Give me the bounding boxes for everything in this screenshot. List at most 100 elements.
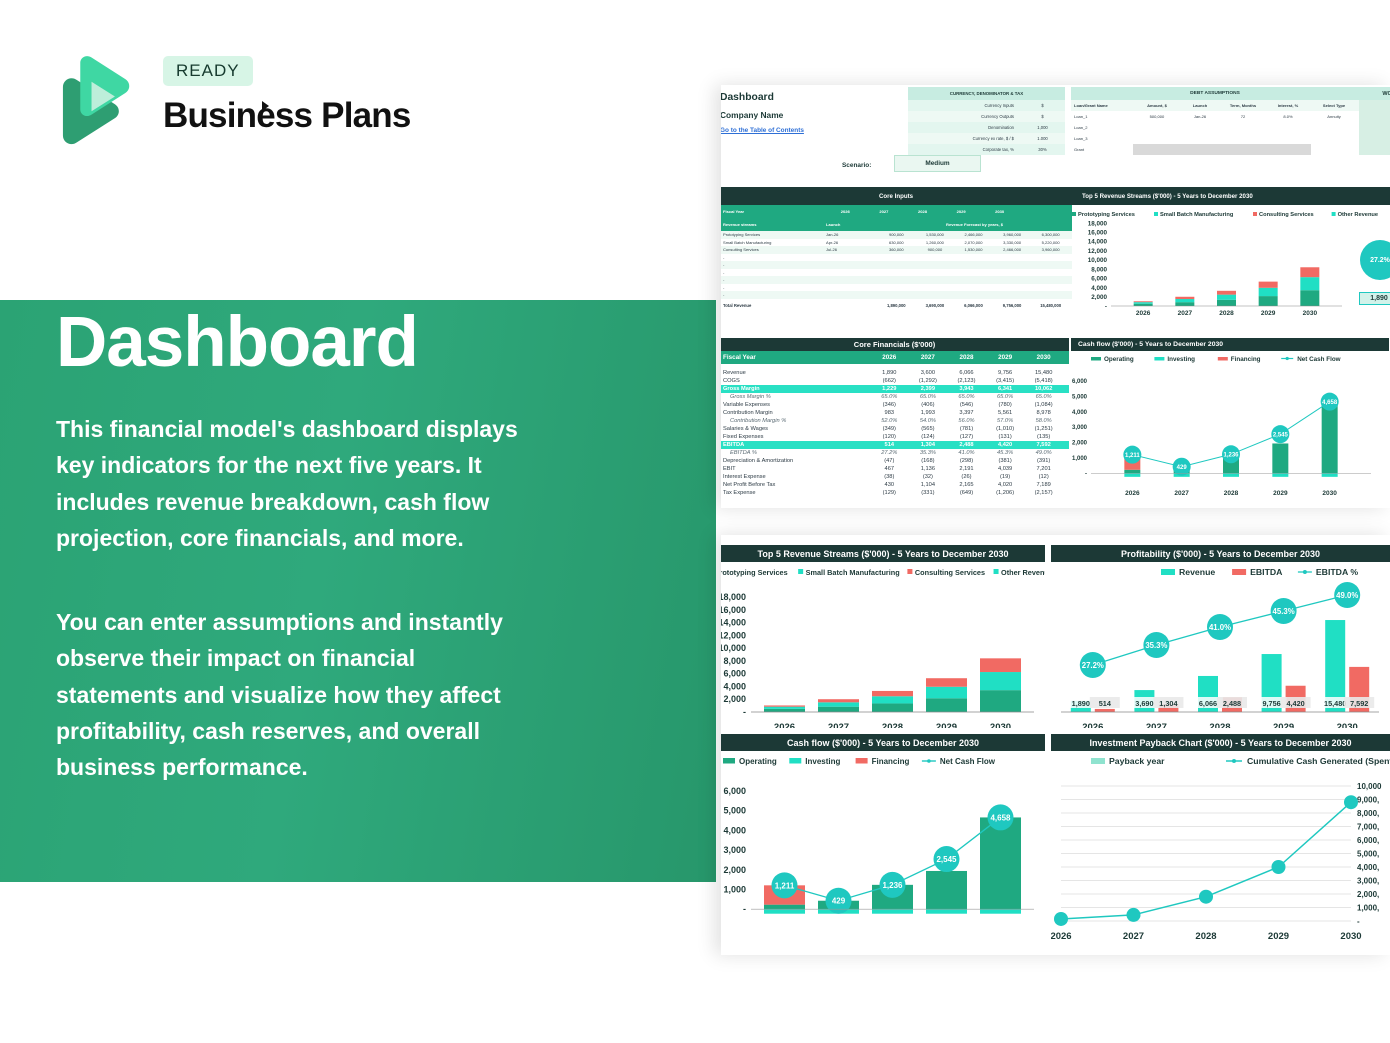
svg-text:EBITDA %: EBITDA %	[1316, 567, 1358, 577]
svg-text:4,658: 4,658	[1322, 400, 1338, 406]
svg-text:4,000: 4,000	[1091, 285, 1107, 292]
svg-text:2,000: 2,000	[1072, 441, 1088, 447]
svg-text:2029: 2029	[1273, 722, 1294, 728]
svg-text:27.2%: 27.2%	[1082, 661, 1104, 670]
svg-text:2026: 2026	[1082, 722, 1103, 728]
svg-text:Investing: Investing	[1167, 356, 1195, 363]
svg-text:4,000: 4,000	[723, 681, 746, 691]
svg-text:4,420: 4,420	[1286, 699, 1304, 708]
svg-text:Investing: Investing	[805, 757, 840, 766]
svg-text:15,480: 15,480	[1324, 699, 1346, 708]
svg-text:3,000: 3,000	[1072, 425, 1088, 431]
svg-text:8,000: 8,000	[723, 656, 746, 666]
svg-text:Operating: Operating	[739, 757, 777, 766]
svg-text:Small Batch Manufacturing: Small Batch Manufacturing	[1160, 212, 1234, 218]
svg-text:429: 429	[832, 897, 846, 906]
svg-text:9,000,: 9,000,	[1357, 796, 1379, 805]
svg-text:12,000: 12,000	[721, 630, 746, 640]
svg-text:2028: 2028	[1209, 722, 1230, 728]
svg-text:429: 429	[1177, 465, 1188, 471]
svg-text:Other Revenue: Other Revenue	[1338, 212, 1378, 218]
svg-text:2,000,: 2,000,	[1357, 890, 1379, 899]
svg-text:1,890: 1,890	[1072, 699, 1090, 708]
svg-text:Cumulative Cash Generated (Spe: Cumulative Cash Generated (Spent)	[1247, 756, 1390, 766]
svg-text:4,000,: 4,000,	[1357, 863, 1379, 872]
svg-text:10,000: 10,000	[721, 643, 746, 653]
svg-text:1,236: 1,236	[882, 881, 903, 890]
svg-text:8,000: 8,000	[1091, 266, 1107, 273]
svg-text:8,000,: 8,000,	[1357, 809, 1379, 818]
svg-text:2030: 2030	[1337, 722, 1358, 728]
svg-text:2,000: 2,000	[1091, 294, 1107, 301]
svg-text:-: -	[743, 904, 746, 914]
svg-text:2030: 2030	[1340, 931, 1361, 942]
svg-text:-: -	[1085, 471, 1087, 477]
svg-text:2,545: 2,545	[936, 855, 957, 864]
svg-text:EBITDA: EBITDA	[1250, 567, 1283, 577]
svg-text:Operating: Operating	[1104, 356, 1134, 363]
svg-text:18,000: 18,000	[1088, 220, 1108, 227]
svg-text:Prototyping Services: Prototyping Services	[1078, 212, 1135, 218]
svg-text:1,304: 1,304	[1159, 699, 1178, 708]
svg-text:514: 514	[1099, 699, 1112, 708]
svg-text:5,000,: 5,000,	[1357, 850, 1379, 859]
svg-text:2028: 2028	[1224, 490, 1239, 497]
svg-text:2026: 2026	[1051, 931, 1072, 942]
svg-text:2028: 2028	[882, 722, 903, 728]
svg-text:rototyping Services: rototyping Services	[721, 568, 788, 577]
svg-text:6,000: 6,000	[1072, 379, 1088, 385]
svg-text:6,000,: 6,000,	[1357, 836, 1379, 845]
svg-text:14,000: 14,000	[721, 618, 746, 628]
svg-text:1,000: 1,000	[1072, 456, 1088, 462]
svg-text:2026: 2026	[774, 722, 795, 728]
svg-text:2,000: 2,000	[723, 694, 746, 704]
svg-text:16,000: 16,000	[1088, 230, 1108, 237]
svg-text:2026: 2026	[1125, 490, 1140, 497]
svg-text:Other Revenue: Other Revenue	[1001, 568, 1045, 577]
svg-text:1,000: 1,000	[723, 884, 746, 894]
svg-text:5,000: 5,000	[723, 806, 746, 816]
svg-text:7,000,: 7,000,	[1357, 823, 1379, 832]
svg-text:Financing: Financing	[1231, 356, 1261, 363]
svg-text:2028: 2028	[1195, 931, 1216, 942]
svg-text:1,236: 1,236	[1223, 453, 1239, 459]
svg-text:49.0%: 49.0%	[1336, 591, 1358, 600]
svg-text:1,211: 1,211	[775, 881, 795, 890]
svg-text:2029: 2029	[1273, 490, 1288, 497]
svg-text:18,000: 18,000	[721, 592, 746, 602]
svg-text:5,000: 5,000	[1072, 394, 1088, 400]
svg-text:35.3%: 35.3%	[1145, 641, 1167, 650]
svg-text:2027: 2027	[1123, 931, 1144, 942]
svg-text:10,000: 10,000	[1088, 257, 1108, 264]
svg-text:6,066: 6,066	[1199, 699, 1217, 708]
svg-text:45.3%: 45.3%	[1273, 607, 1295, 616]
svg-text:2027: 2027	[1178, 310, 1193, 317]
svg-text:3,000,: 3,000,	[1357, 877, 1379, 886]
svg-text:6,000: 6,000	[723, 669, 746, 679]
svg-text:2029: 2029	[1268, 931, 1289, 942]
svg-text:2030: 2030	[990, 722, 1011, 728]
svg-text:4,000: 4,000	[723, 825, 746, 835]
svg-text:2030: 2030	[1303, 310, 1318, 317]
svg-text:7,592: 7,592	[1350, 699, 1368, 708]
svg-text:14,000: 14,000	[1088, 239, 1108, 246]
svg-text:2027: 2027	[1146, 722, 1167, 728]
svg-text:2,488: 2,488	[1223, 699, 1241, 708]
svg-text:Revenue: Revenue	[1179, 567, 1215, 577]
svg-text:3,690: 3,690	[1135, 699, 1153, 708]
svg-text:2026: 2026	[1136, 310, 1151, 317]
svg-text:2030: 2030	[1322, 490, 1337, 497]
svg-text:2029: 2029	[1261, 310, 1276, 317]
svg-text:2,545: 2,545	[1273, 432, 1289, 438]
svg-text:4,658: 4,658	[990, 813, 1011, 822]
svg-text:12,000: 12,000	[1088, 248, 1108, 255]
svg-text:2,000: 2,000	[723, 865, 746, 875]
svg-text:Consulting Services: Consulting Services	[915, 568, 985, 577]
svg-text:Financing: Financing	[872, 757, 910, 766]
svg-text:16,000: 16,000	[721, 605, 746, 615]
svg-text:-: -	[1105, 303, 1107, 310]
svg-text:3,000: 3,000	[723, 845, 746, 855]
svg-text:2029: 2029	[936, 722, 957, 728]
svg-text:Payback year: Payback year	[1109, 756, 1165, 766]
svg-text:4,000: 4,000	[1072, 410, 1088, 416]
